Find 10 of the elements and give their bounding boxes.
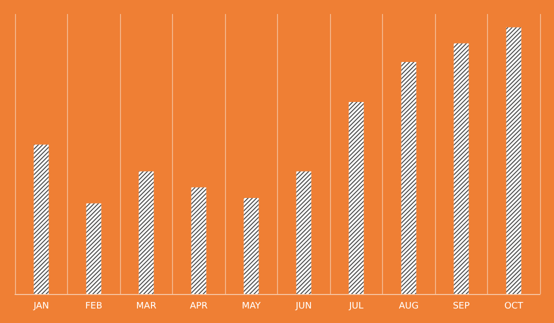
x-tick-label: JAN	[32, 302, 49, 312]
x-tick-label: AUG	[398, 302, 419, 312]
x-tick-label: MAY	[242, 302, 262, 312]
x-tick-label: FEB	[85, 302, 102, 312]
x-tick-label: APR	[190, 302, 208, 312]
x-tick-label: SEP	[452, 302, 470, 312]
x-tick-label: MAR	[136, 302, 156, 312]
x-tick-label: OCT	[504, 302, 524, 312]
x-tick-label: JUL	[348, 302, 364, 312]
x-tick-label: JUN	[294, 302, 312, 312]
